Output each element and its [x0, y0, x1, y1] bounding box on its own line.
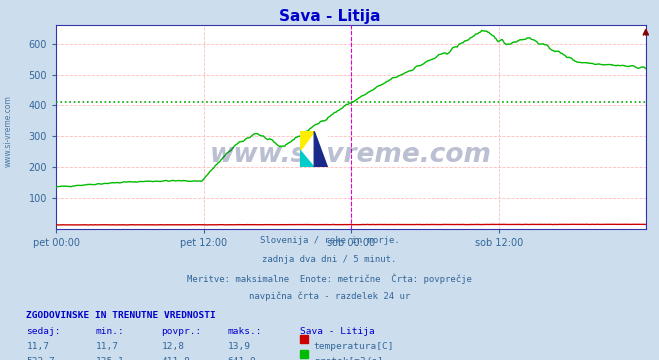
- Text: 411,8: 411,8: [161, 357, 190, 360]
- Text: ZGODOVINSKE IN TRENUTNE VREDNOSTI: ZGODOVINSKE IN TRENUTNE VREDNOSTI: [26, 311, 216, 320]
- Text: sedaj:: sedaj:: [26, 327, 61, 336]
- Text: navpična črta - razdelek 24 ur: navpična črta - razdelek 24 ur: [249, 292, 410, 301]
- Text: Sava - Litija: Sava - Litija: [300, 327, 374, 336]
- Text: povpr.:: povpr.:: [161, 327, 202, 336]
- Text: maks.:: maks.:: [227, 327, 262, 336]
- Polygon shape: [300, 150, 314, 167]
- Text: temperatura[C]: temperatura[C]: [314, 342, 394, 351]
- Text: Sava - Litija: Sava - Litija: [279, 9, 380, 24]
- Polygon shape: [300, 131, 314, 150]
- Text: www.si-vreme.com: www.si-vreme.com: [3, 95, 13, 167]
- Text: Meritve: maksimalne  Enote: metrične  Črta: povprečje: Meritve: maksimalne Enote: metrične Črta…: [187, 273, 472, 284]
- Polygon shape: [314, 131, 328, 167]
- Text: 641,0: 641,0: [227, 357, 256, 360]
- Text: min.:: min.:: [96, 327, 125, 336]
- Text: pretok[m3/s]: pretok[m3/s]: [314, 357, 383, 360]
- Text: www.si-vreme.com: www.si-vreme.com: [210, 142, 492, 168]
- Text: 12,8: 12,8: [161, 342, 185, 351]
- Text: 13,9: 13,9: [227, 342, 250, 351]
- Text: 11,7: 11,7: [96, 342, 119, 351]
- Text: 135,1: 135,1: [96, 357, 125, 360]
- Text: 522,7: 522,7: [26, 357, 55, 360]
- Text: zadnja dva dni / 5 minut.: zadnja dva dni / 5 minut.: [262, 255, 397, 264]
- Text: Slovenija / reke in morje.: Slovenija / reke in morje.: [260, 236, 399, 245]
- Text: 11,7: 11,7: [26, 342, 49, 351]
